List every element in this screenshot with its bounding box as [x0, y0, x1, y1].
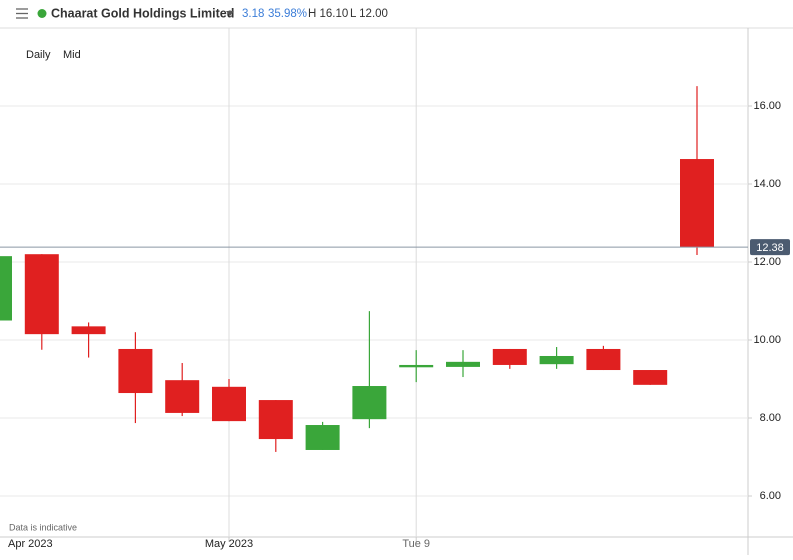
candle-body	[165, 380, 200, 413]
day-low: L 12.00	[350, 8, 388, 20]
candle-body	[446, 361, 480, 367]
menu-icon[interactable]	[16, 8, 28, 19]
last-price-label: 12.38	[756, 242, 784, 254]
x-tick-label: Tue 9	[402, 538, 430, 550]
candle-body	[212, 386, 246, 422]
candle-body	[352, 386, 387, 420]
candle-body	[24, 254, 59, 335]
candle-body	[633, 370, 668, 385]
interval[interactable]: Daily	[26, 49, 51, 61]
change-pct: 35.98%	[268, 8, 307, 20]
candle-body	[305, 425, 340, 450]
change: 3.18	[242, 8, 264, 20]
candle-body	[539, 355, 574, 365]
price-type[interactable]: Mid	[63, 49, 81, 61]
status-dot	[37, 9, 47, 18]
x-tick-label: May 2023	[205, 538, 253, 550]
y-tick-label: 14.00	[753, 178, 781, 190]
instrument-name[interactable]: Chaarat Gold Holdings Limited	[51, 6, 234, 20]
x-tick-label: Apr 2023	[8, 538, 53, 550]
y-tick-label: 16.00	[753, 100, 781, 112]
y-tick-label: 8.00	[760, 412, 781, 424]
candle-body	[492, 348, 527, 365]
dropdown-arrow[interactable]	[226, 11, 234, 16]
y-tick-label: 6.00	[760, 490, 781, 502]
candle-body	[680, 159, 714, 248]
candle-body	[399, 364, 434, 368]
plot-area	[0, 28, 748, 537]
y-tick-label: 12.00	[753, 256, 781, 268]
disclaimer: Data is indicative	[9, 522, 77, 532]
candle-body	[118, 348, 153, 394]
candle-body	[258, 400, 293, 440]
candle-body	[71, 326, 106, 335]
y-tick-label: 10.00	[753, 334, 781, 346]
candle-body	[0, 256, 12, 321]
candle-body	[586, 348, 621, 371]
day-high: H 16.10	[308, 8, 348, 20]
last-price-tag	[750, 239, 790, 256]
